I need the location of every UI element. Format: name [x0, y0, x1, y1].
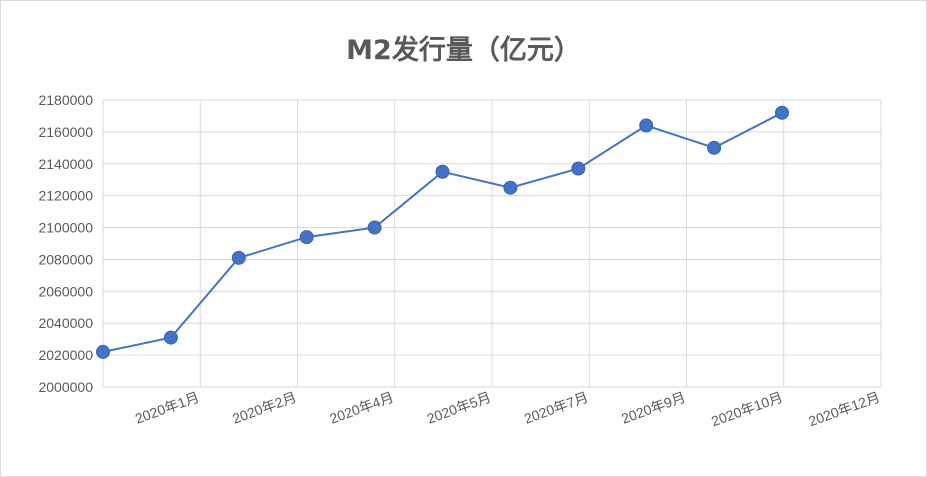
x-tick-label: 2020年4月 [327, 389, 395, 427]
y-tick-label: 2140000 [38, 156, 93, 172]
y-tick-label: 2000000 [38, 379, 93, 395]
x-tick-label: 2020年1月 [133, 389, 201, 427]
data-point [503, 180, 518, 195]
y-tick-label: 2100000 [38, 220, 93, 236]
data-point [367, 220, 382, 235]
data-point [163, 330, 178, 345]
y-tick-label: 2020000 [38, 347, 93, 363]
x-tick-label: 2020年10月 [709, 389, 785, 430]
y-tick-label: 2080000 [38, 251, 93, 267]
gridlines [102, 99, 882, 388]
series-polyline [102, 111, 783, 353]
y-tick-label: 2120000 [38, 188, 93, 204]
x-tick-label: 2020年12月 [806, 389, 882, 430]
series-line [102, 111, 783, 353]
data-point [299, 230, 314, 245]
x-tick-label: 2020年5月 [425, 389, 493, 427]
chart-title: M2发行量（亿元） [346, 35, 581, 66]
y-tick-label: 2160000 [38, 124, 93, 140]
x-axis-ticks: 2020年1月 2020年2月 2020年4月 2020年5月 2020年7月 2020年… [133, 389, 882, 430]
data-point [435, 164, 450, 179]
data-point [775, 105, 789, 120]
data-point [96, 344, 110, 359]
y-tick-label: 2060000 [38, 283, 93, 299]
x-tick-label: 2020年7月 [522, 389, 590, 427]
series-points [96, 105, 789, 359]
x-tick-label: 2020年9月 [619, 389, 687, 427]
y-tick-label: 2040000 [38, 315, 93, 331]
data-point [571, 161, 586, 176]
y-axis-ticks: 2000000 2020000 2040000 2060000 2080000 21000… [38, 92, 93, 395]
data-point [639, 118, 654, 133]
data-point [707, 140, 722, 155]
x-tick-label: 2020年2月 [230, 389, 298, 427]
data-point [231, 250, 246, 265]
y-tick-label: 2180000 [38, 92, 93, 108]
